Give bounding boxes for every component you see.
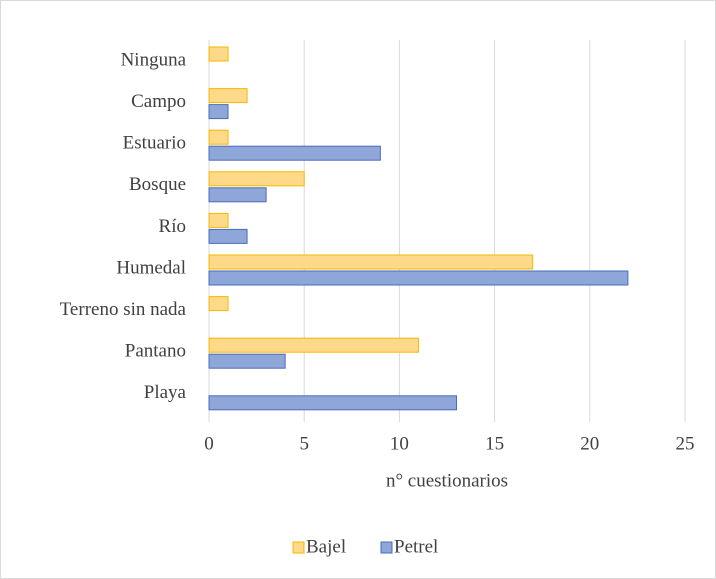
bar <box>208 353 286 369</box>
y-tick-label: Humedal <box>116 257 186 278</box>
x-tick-label: 20 <box>580 433 599 454</box>
bar <box>208 212 229 228</box>
x-tick-label: 5 <box>299 433 309 454</box>
bar <box>208 296 229 312</box>
x-tick-label: 15 <box>485 433 504 454</box>
bar <box>208 395 458 411</box>
y-tick-label: Pantano <box>125 341 186 362</box>
bar <box>208 46 229 62</box>
bar <box>208 187 267 203</box>
y-tick-label: Playa <box>144 382 187 403</box>
bar <box>208 254 534 270</box>
bar <box>208 228 248 244</box>
y-tick-label: Río <box>159 216 186 237</box>
x-tick-label: 10 <box>390 433 409 454</box>
y-tick-label: Bosque <box>129 174 186 195</box>
bar <box>208 145 381 161</box>
legend-label: Bajel <box>306 536 346 557</box>
legend-swatch <box>380 541 393 554</box>
y-tick-label: Campo <box>131 91 186 112</box>
legend-swatch <box>292 541 305 554</box>
x-tick-label: 0 <box>204 433 214 454</box>
y-tick-label: Ninguna <box>121 49 187 70</box>
x-tick-label: 25 <box>676 433 695 454</box>
y-tick-label: Estuario <box>123 133 186 154</box>
bar <box>208 88 248 104</box>
bar <box>208 171 305 187</box>
bar <box>208 129 229 145</box>
legend-label: Petrel <box>394 536 438 557</box>
y-tick-label: Terreno sin nada <box>60 299 187 320</box>
bar <box>208 337 419 353</box>
bar <box>208 104 229 120</box>
x-axis-title: n° cuestionarios <box>386 470 508 491</box>
bar <box>208 270 629 286</box>
